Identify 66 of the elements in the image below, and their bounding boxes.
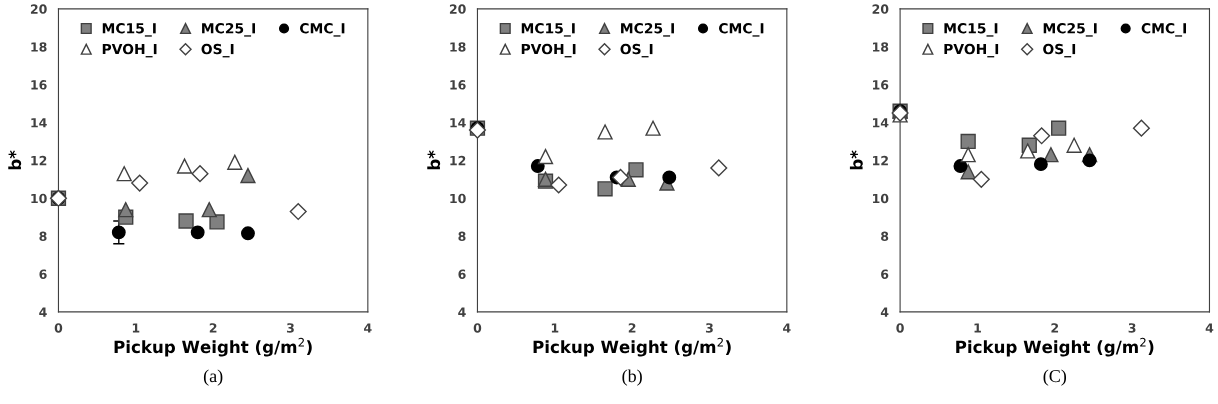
x-tick-label: 2 — [628, 323, 636, 333]
legend-label: PVOH_I — [521, 43, 576, 58]
y-tick-label: 6 — [881, 269, 889, 279]
y-tick-label: 16 — [31, 80, 47, 90]
y-axis-title: b* — [849, 150, 863, 170]
y-tick-label: 20 — [30, 4, 47, 14]
legend-label: MC25_I — [1043, 23, 1097, 37]
text: (a) — [203, 369, 223, 386]
legend-label: PVOH_I — [944, 43, 999, 58]
legend-label: OS_I — [620, 43, 653, 58]
x-axis-title: Pickup Weight (g/m$^{2}$) — [956, 337, 1154, 357]
y-axis-title: b* — [427, 150, 441, 170]
x-tick-label: 1 — [132, 323, 140, 333]
y-tick-label: 14 — [873, 118, 889, 128]
legend-label: CMC_I — [300, 23, 345, 37]
y-tick-label: 10 — [450, 193, 466, 204]
x-tick-label: 3 — [1128, 323, 1136, 333]
x-tick-label: 0 — [896, 323, 904, 333]
x-tick-label: 4 — [364, 323, 372, 333]
text: (b) — [622, 369, 642, 386]
x-tick-label: 4 — [1205, 323, 1214, 333]
x-axis-title: Pickup Weight (g/m$^{2}$) — [533, 337, 731, 357]
y-tick-label: 12 — [873, 155, 888, 166]
y-tick-label: 18 — [450, 42, 466, 52]
y-tick-label: 6 — [458, 269, 466, 279]
x-tick-label: 1 — [974, 323, 981, 333]
x-tick-label: 0 — [54, 323, 63, 333]
legend-label: MC15_I — [944, 23, 998, 37]
y-tick-label: 12 — [31, 155, 47, 166]
y-tick-label: 12 — [450, 155, 466, 166]
y-tick-label: 10 — [873, 193, 889, 204]
y-tick-label: 8 — [881, 231, 889, 242]
y-axis-title: b* — [8, 150, 22, 170]
legend-label: MC25_I — [621, 23, 674, 37]
x-tick-label: 0 — [473, 323, 482, 333]
legend-label: OS_I — [1043, 43, 1076, 58]
y-tick-label: 16 — [873, 80, 889, 90]
legend-label: PVOH_I — [102, 43, 157, 58]
legend-label: MC15_I — [102, 23, 156, 37]
legend-label: CMC_I — [719, 23, 764, 37]
y-tick-label: 18 — [873, 42, 889, 52]
x-axis-title: Pickup Weight (g/m$^{2}$) — [114, 337, 312, 357]
x-tick-label: 2 — [1051, 323, 1059, 333]
y-tick-label: 10 — [31, 193, 47, 204]
y-tick-label: 14 — [450, 118, 466, 128]
y-tick-label: 18 — [31, 42, 47, 52]
legend-label: OS_I — [201, 43, 234, 58]
y-tick-label: 8 — [39, 231, 47, 242]
y-tick-label: 16 — [450, 80, 466, 90]
x-tick-label: 3 — [705, 323, 713, 333]
y-tick-label: 8 — [458, 231, 466, 242]
y-tick-label: 20 — [449, 4, 466, 14]
y-tick-label: 4 — [39, 307, 47, 317]
y-tick-label: 20 — [872, 4, 889, 14]
y-tick-label: 4 — [458, 307, 466, 317]
x-tick-label: 2 — [209, 323, 217, 333]
y-tick-label: 14 — [31, 118, 47, 128]
y-tick-label: 4 — [880, 307, 889, 317]
x-tick-label: 4 — [783, 323, 791, 333]
text: (C) — [1043, 369, 1067, 386]
y-tick-label: 6 — [39, 269, 47, 279]
x-tick-label: 3 — [286, 323, 294, 333]
x-tick-label: 1 — [551, 323, 559, 333]
legend-label: CMC_I — [1141, 23, 1186, 37]
legend-label: MC25_I — [202, 23, 255, 37]
legend-label: MC15_I — [521, 23, 575, 37]
